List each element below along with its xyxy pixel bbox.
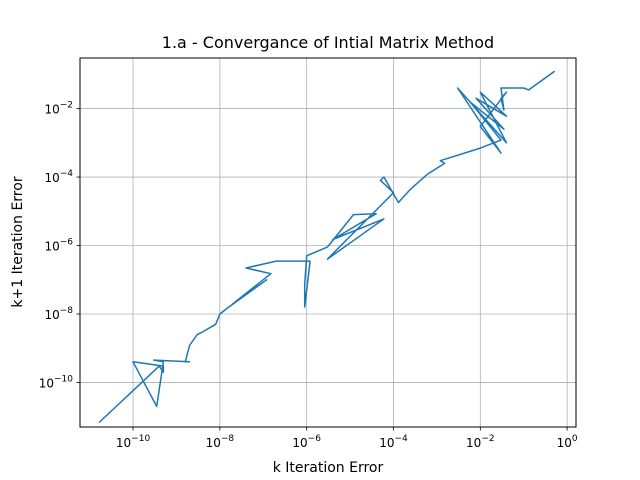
x-tick-label-base: 10 — [206, 436, 221, 450]
x-tick-label: 10−10 — [116, 434, 151, 450]
tick-marks — [76, 108, 568, 431]
y-tick-label: 10−8 — [44, 306, 73, 322]
x-tick-label-base: 10 — [379, 436, 394, 450]
x-tick-label-base: 10 — [466, 436, 481, 450]
y-axis-label: k+1 Iteration Error — [10, 176, 26, 307]
x-tick-label: 100 — [557, 434, 578, 450]
series-line — [98, 70, 556, 424]
y-tick-label-base: 10 — [44, 103, 59, 117]
y-tick-label-base: 10 — [39, 376, 54, 390]
y-tick-label: 10−6 — [44, 238, 73, 254]
x-tick-label-base: 10 — [557, 436, 572, 450]
x-tick-label-exponent: −2 — [481, 434, 494, 444]
y-tick-label-base: 10 — [44, 308, 59, 322]
y-tick-label: 10−4 — [44, 169, 73, 185]
y-tick-label-base: 10 — [44, 240, 59, 254]
x-tick-label-base: 10 — [116, 436, 131, 450]
y-tick-label-exponent: −4 — [60, 169, 74, 179]
x-tick-label: 10−6 — [292, 434, 321, 450]
x-tick-label: 10−4 — [379, 434, 408, 450]
x-tick-label-exponent: −6 — [308, 434, 322, 444]
plot-frame — [79, 57, 577, 428]
x-tick-label-exponent: 0 — [572, 434, 578, 444]
x-tick-label: 10−8 — [206, 434, 235, 450]
y-tick-label-exponent: −6 — [60, 238, 74, 248]
y-tick-label: 10−2 — [44, 101, 73, 117]
y-tick-label-exponent: −2 — [60, 101, 73, 111]
x-axis-label: k Iteration Error — [273, 460, 384, 476]
data-series — [98, 70, 556, 424]
x-tick-label-exponent: −8 — [221, 434, 235, 444]
x-tick-label-exponent: −10 — [131, 434, 150, 444]
x-tick-label-base: 10 — [292, 436, 307, 450]
y-tick-label: 10−10 — [39, 374, 74, 390]
y-tick-label-exponent: −8 — [60, 306, 74, 316]
tick-labels: 10−10 10−8 10−6 10−4 10−2 10010−1010−810−610−… — [39, 101, 578, 450]
y-tick-label-base: 10 — [44, 171, 59, 185]
x-tick-label: 10−2 — [466, 434, 495, 450]
y-tick-label-exponent: −10 — [54, 374, 73, 384]
chart-title: 1.a - Convergance of Intial Matrix Metho… — [162, 33, 494, 52]
x-tick-label-exponent: −4 — [394, 434, 408, 444]
